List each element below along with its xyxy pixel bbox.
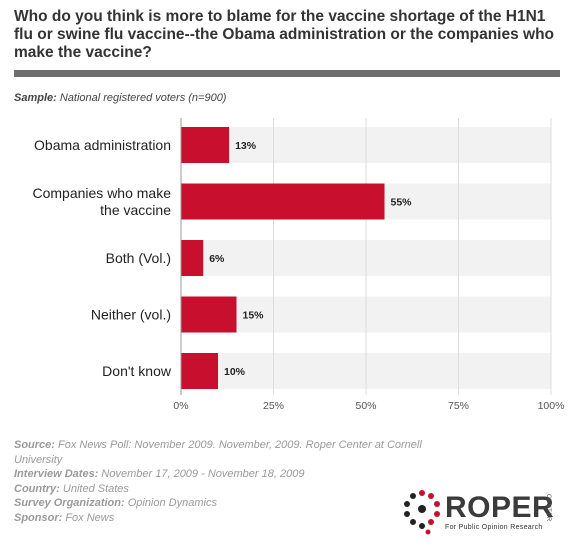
footer-survey-organization: Survey Organization: Opinion Dynamics: [14, 497, 217, 509]
bar: [181, 353, 218, 389]
value-label: 15%: [243, 310, 265, 322]
category-label: Neither (vol.): [91, 307, 171, 323]
bar: [181, 127, 230, 163]
tick-label: 100%: [538, 400, 565, 412]
logo-center-text: CENTER: [545, 494, 551, 522]
footer-source: Source: Fox News Poll: November 2009. No…: [14, 439, 422, 466]
category-label: Companies who make the vaccine: [32, 185, 171, 218]
category-label: Obama administration: [34, 137, 171, 153]
sample-value: National registered voters (n=900): [56, 92, 227, 104]
value-label: 55%: [391, 197, 413, 209]
logo-tagline: For Public Opinion Research: [445, 524, 543, 531]
sample-note: Sample: National registered voters (n=90…: [14, 92, 226, 104]
footer-metadata: Source: Fox News Poll: November 2009. No…: [14, 438, 434, 525]
tick-label: 0%: [173, 400, 188, 412]
bar: [181, 183, 385, 220]
tick-label: 75%: [448, 400, 469, 412]
value-label: 13%: [235, 140, 257, 152]
tick-label: 25%: [263, 400, 284, 412]
category-label: Don't know: [102, 363, 172, 379]
bar-chart: 13% Obama administration 55% Companies who …: [32, 118, 565, 412]
roper-dots-logo-icon: [404, 490, 440, 535]
tick-label: 50%: [355, 400, 376, 412]
value-label: 6%: [209, 253, 225, 265]
footer-country: Country: United States: [14, 482, 129, 495]
sample-label: Sample:: [14, 92, 57, 104]
bar: [181, 240, 204, 276]
bar: [181, 296, 237, 333]
logo-wordmark: ROPER: [445, 491, 555, 524]
footer-sponsor: Sponsor: Fox News: [14, 511, 115, 524]
value-label: 10%: [224, 366, 246, 378]
category-label: Both (Vol.): [106, 250, 171, 266]
roper-center-logo: ROPER CENTER For Public Opinion Research: [402, 488, 562, 538]
footer-interview-dates: Interview Dates: November 17, 2009 - Nov…: [14, 468, 305, 480]
title-divider: [14, 70, 560, 77]
chart-title: Who do you think is more to blame for th…: [14, 8, 555, 61]
